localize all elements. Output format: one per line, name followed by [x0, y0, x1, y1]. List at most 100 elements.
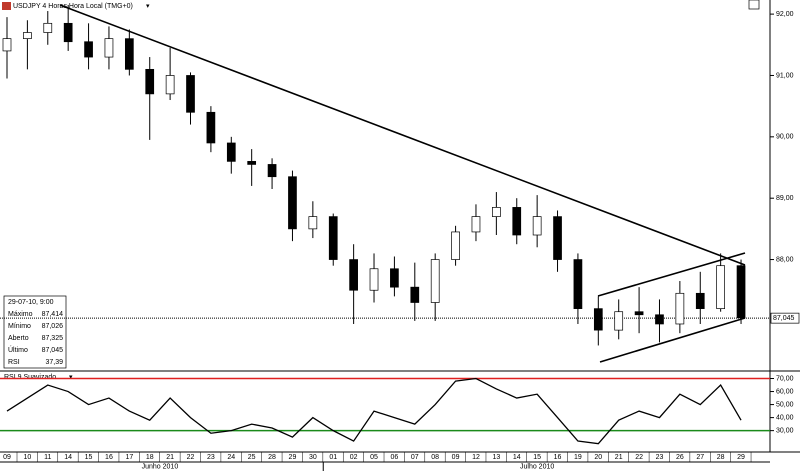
trend-line	[59, 4, 746, 266]
candle-body	[328, 216, 338, 260]
candle-body	[593, 308, 603, 331]
x-tick-label: 20	[594, 454, 602, 461]
y-tick-label: 89,00	[776, 195, 794, 202]
x-tick-label: 14	[64, 454, 72, 461]
info-label: Último	[8, 345, 28, 354]
dropdown-arrow[interactable]: ▾	[146, 3, 150, 10]
candle-body	[614, 311, 624, 331]
candle-body	[369, 268, 379, 291]
x-tick-label: 27	[696, 454, 704, 461]
x-tick-label: 11	[44, 454, 51, 461]
y-tick-label: 90,00	[776, 134, 794, 141]
info-box	[3, 295, 67, 369]
channel-lower	[599, 317, 746, 363]
candle-body	[145, 68, 155, 95]
info-label: Aberto	[8, 335, 29, 342]
x-tick-label: 09	[452, 454, 460, 461]
info-date: 29-07-10, 9:00	[8, 299, 54, 306]
candle-body	[267, 164, 277, 178]
y-tick-label: 30,00	[776, 427, 794, 434]
info-value: 37,39	[45, 359, 63, 366]
candle-body	[124, 38, 134, 70]
candle-body	[492, 207, 501, 217]
y-tick-label: 40,00	[776, 414, 794, 421]
x-tick-label: 21	[166, 454, 174, 461]
candle-body	[573, 259, 583, 309]
x-tick-label: 24	[227, 454, 235, 461]
close-box[interactable]	[748, 0, 760, 10]
candle-body	[186, 75, 195, 113]
candle-body	[634, 311, 644, 316]
x-tick-label: 18	[146, 454, 154, 461]
info-value: 87,325	[42, 335, 64, 342]
x-tick-label: 16	[554, 454, 562, 461]
candle-body	[675, 292, 685, 325]
info-label: Mínimo	[8, 323, 31, 330]
candle-body	[43, 22, 53, 33]
candle-body	[451, 231, 460, 260]
x-tick-label: 02	[350, 454, 358, 461]
candle-body	[23, 32, 32, 40]
rsi-title: RSI 9 Suavizado	[4, 374, 56, 381]
info-value: 87,026	[42, 323, 64, 330]
last-price-box	[770, 312, 800, 324]
x-tick-label: 21	[615, 454, 623, 461]
last-price-label: 87,045	[773, 315, 795, 322]
candle-body	[410, 286, 420, 303]
info-value: 87,045	[42, 347, 64, 354]
y-tick-label: 91,00	[776, 72, 794, 79]
candle-body	[695, 292, 705, 309]
candle-body	[165, 75, 175, 95]
candle-body	[2, 38, 12, 52]
candle-body	[512, 207, 522, 236]
candle-body	[716, 265, 726, 309]
rsi-line	[6, 377, 742, 445]
y-tick-label: 88,00	[776, 256, 794, 263]
x-tick-label: 25	[248, 454, 256, 461]
candle-body	[349, 259, 358, 291]
candle-body	[226, 142, 236, 162]
dropdown-arrow[interactable]: ▾	[69, 374, 73, 381]
candle-body	[532, 216, 542, 236]
x-tick-label: 19	[574, 454, 582, 461]
x-tick-label: 26	[676, 454, 684, 461]
x-tick-label: 12	[472, 454, 480, 461]
y-tick-label: 92,00	[776, 11, 794, 18]
x-tick-label: 22	[187, 454, 195, 461]
x-tick-label: 15	[533, 454, 541, 461]
x-tick-label: 29	[737, 454, 745, 461]
info-label: Máximo	[8, 311, 33, 318]
candle-body	[63, 22, 73, 43]
x-tick-label: 07	[411, 454, 419, 461]
candle-body	[390, 268, 399, 288]
y-tick-label: 60,00	[776, 388, 794, 395]
x-tick-label: 17	[125, 454, 133, 461]
candle-body	[471, 216, 481, 233]
x-tick-label: 22	[635, 454, 643, 461]
y-tick-label: 50,00	[776, 401, 794, 408]
x-tick-label: 13	[492, 454, 500, 461]
x-tick-label: 01	[329, 454, 337, 461]
candle-body	[104, 38, 114, 58]
x-tick-label: 28	[717, 454, 725, 461]
month-label: Junho 2010	[142, 463, 179, 470]
x-tick-label: 29	[289, 454, 297, 461]
x-tick-label: 10	[23, 454, 31, 461]
candle-body	[655, 314, 664, 325]
x-tick-label: 15	[85, 454, 93, 461]
x-tick-label: 06	[391, 454, 399, 461]
x-tick-label: 30	[309, 454, 317, 461]
symbol-icon	[2, 2, 11, 10]
x-tick-label: 16	[105, 454, 113, 461]
candle-body	[84, 41, 93, 58]
plot: Máximo 87,414 Mínimo 87,026 Aberto 87,325 Últi…	[0, 4, 800, 471]
info-value: 87,414	[42, 311, 64, 318]
x-tick-label: 05	[370, 454, 378, 461]
x-tick-label: 23	[207, 454, 215, 461]
candle-body	[206, 111, 216, 144]
candle-body	[430, 259, 440, 303]
x-tick-label: 08	[431, 454, 439, 461]
